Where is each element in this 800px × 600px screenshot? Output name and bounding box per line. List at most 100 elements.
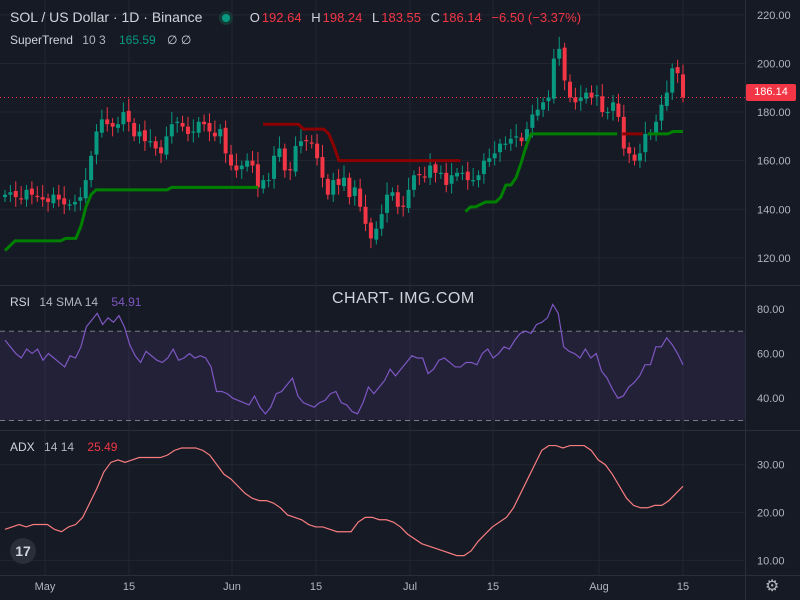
ohlc-h-label: H: [311, 10, 321, 25]
supertrend-legend[interactable]: SuperTrend 10 3 165.59 ∅ ∅: [10, 33, 193, 47]
candle-body: [654, 121, 659, 134]
candle-body: [99, 119, 104, 133]
chart-header: SOL / US Dollar · 1D · Binance O 192.64 H…: [10, 9, 583, 25]
candle-body: [3, 194, 7, 198]
candle-body: [315, 143, 320, 159]
candle-body: [546, 97, 551, 102]
candle-body: [293, 146, 298, 172]
candle-body: [503, 143, 508, 145]
last-price-badge: 186.14: [746, 84, 796, 101]
supertrend-segment: [464, 132, 618, 213]
tradingview-logo[interactable]: 17: [10, 538, 36, 564]
candle-body: [126, 110, 131, 122]
time-tick-label: Aug: [589, 581, 609, 593]
candle-body: [185, 126, 190, 134]
candle-body: [524, 129, 529, 142]
supertrend-segment: [263, 122, 461, 163]
settings-gear-icon[interactable]: ⚙: [765, 578, 780, 595]
time-tick-label: 15: [487, 581, 499, 593]
rsi-tick-label: 40.00: [757, 393, 785, 405]
candle-body: [202, 121, 207, 125]
candle-body: [234, 165, 239, 171]
candle-body: [681, 74, 685, 98]
candle-body: [282, 148, 287, 171]
candle-body: [261, 180, 266, 189]
adx-value: 25.49: [87, 440, 118, 454]
candle-body: [611, 102, 616, 111]
candle-body: [627, 147, 632, 154]
candle-body: [304, 140, 309, 142]
adx-params: 14 14: [44, 440, 75, 454]
candle-body: [153, 141, 158, 149]
candle-body: [191, 131, 196, 133]
candle-body: [250, 160, 255, 166]
candle-body: [180, 122, 185, 127]
rsi-tick-label: 80.00: [757, 304, 785, 316]
supertrend-name: SuperTrend: [10, 33, 73, 47]
candle-body: [255, 164, 260, 188]
supertrend-segment: [3, 185, 258, 252]
candle-body: [19, 198, 24, 200]
candle-body: [573, 97, 578, 103]
price-tick-label: 140.00: [757, 204, 791, 216]
candle-body: [8, 192, 13, 195]
candle-body: [40, 197, 45, 200]
candle-body: [24, 189, 29, 200]
candle-body: [288, 169, 293, 171]
adx-name: ADX: [10, 440, 35, 454]
candle-body: [632, 154, 637, 161]
time-tick-label: May: [35, 581, 56, 593]
candle-body: [62, 198, 67, 205]
candle-body: [481, 160, 486, 175]
candle-body: [492, 153, 497, 159]
ohlc-c-label: C: [430, 10, 441, 25]
candle-body: [444, 172, 449, 185]
candle-body: [385, 194, 390, 213]
candle-body: [395, 192, 400, 207]
rsi-line: [4, 303, 684, 415]
candle-body: [142, 130, 147, 142]
time-tick-label: 15: [123, 581, 135, 593]
candle-body: [487, 158, 492, 162]
symbol-title[interactable]: SOL / US Dollar · 1D · Binance: [10, 9, 203, 25]
ohlc-high: 198.24: [322, 10, 363, 25]
price-tick-label: 120.00: [757, 253, 791, 265]
ohlc-open: 192.64: [261, 10, 302, 25]
candle-body: [541, 102, 546, 110]
rsi-name: RSI: [10, 295, 31, 309]
rsi-legend[interactable]: RSI 14 SMA 14 54.91: [10, 295, 143, 309]
candle-body: [110, 122, 115, 127]
candle-body: [175, 121, 180, 123]
candle-body: [589, 92, 594, 98]
candle-body: [277, 148, 282, 158]
candle-body: [239, 165, 244, 170]
candle-body: [557, 48, 562, 59]
candle-body: [105, 119, 110, 125]
candle-body: [309, 142, 314, 144]
candle-body: [422, 176, 427, 178]
candle-body: [401, 205, 406, 207]
ohlc-l-label: L: [372, 10, 380, 25]
candle-body: [169, 124, 174, 137]
candle-body: [363, 206, 368, 224]
adx-line: [4, 444, 684, 557]
candle-body: [358, 188, 363, 207]
candle-body: [670, 68, 675, 93]
candle-body: [455, 172, 459, 177]
adx-legend[interactable]: ADX 14 14 25.49: [10, 440, 119, 454]
candle-body: [212, 132, 217, 137]
candle-body: [342, 177, 346, 187]
supertrend-segment: [647, 129, 683, 136]
candle-body: [551, 58, 556, 99]
candle-body: [116, 124, 120, 128]
candle-body: [13, 191, 18, 198]
ohlc-low: 183.55: [381, 10, 421, 25]
candle-body: [584, 92, 589, 99]
candle-body: [78, 197, 83, 201]
candle-body: [411, 175, 416, 190]
time-tick-label: Jul: [403, 581, 417, 593]
candle-body: [83, 180, 88, 199]
candle-body: [229, 154, 233, 166]
candle-body: [132, 122, 137, 137]
